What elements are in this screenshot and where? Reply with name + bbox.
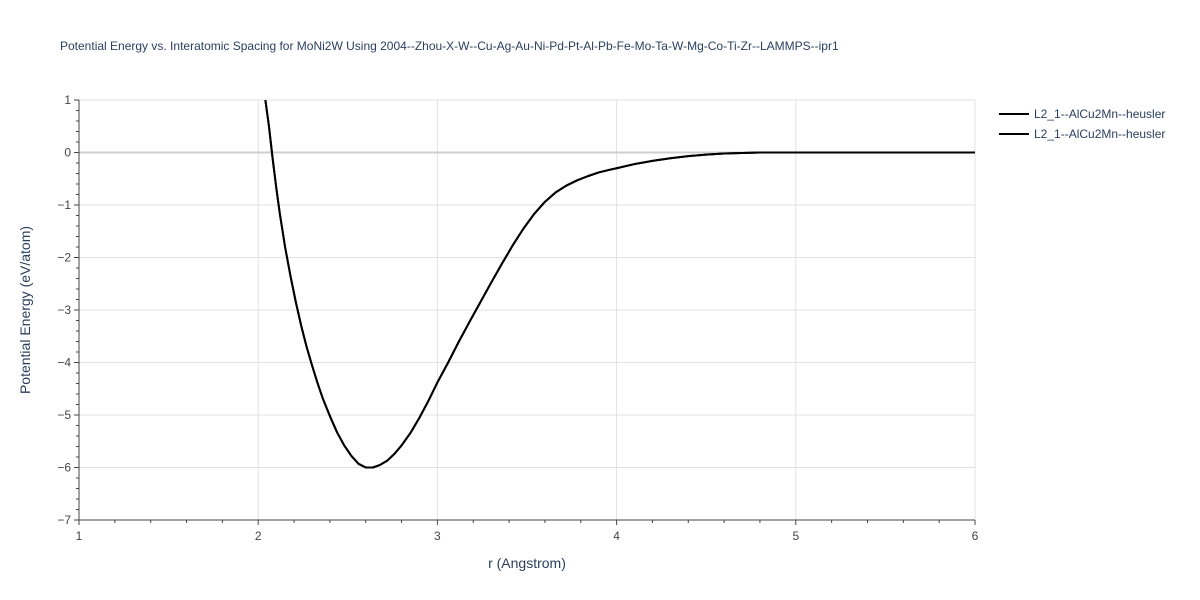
axes-layer <box>74 99 976 525</box>
legend-label-1: L2_1--AlCu2Mn--heusler <box>1034 107 1165 121</box>
y-tick-label: 0 <box>64 146 71 160</box>
y-tick-label: −1 <box>57 198 71 212</box>
y-tick-label: 1 <box>64 93 71 107</box>
series-line-2 <box>264 100 975 469</box>
x-tick-label: 2 <box>255 529 262 543</box>
x-tick-label: 5 <box>792 529 799 543</box>
y-tick-label: −3 <box>57 303 71 317</box>
x-tick-label: 4 <box>613 529 620 543</box>
y-tick-label: −2 <box>57 251 71 265</box>
y-tick-label: −6 <box>57 461 71 475</box>
x-axis-title: r (Angstrom) <box>488 555 566 571</box>
y-axis-title: Potential Energy (eV/atom) <box>17 226 33 394</box>
series-layer <box>264 100 975 469</box>
x-tick-label: 3 <box>434 529 441 543</box>
x-tick-label: 6 <box>972 529 979 543</box>
legend: L2_1--AlCu2Mn--heusler L2_1--AlCu2Mn--heu… <box>999 107 1165 141</box>
chart-title: Potential Energy vs. Interatomic Spacing… <box>60 39 839 53</box>
tick-label-layer: 1 2 3 4 5 6 1 0 −1 −2 −3 −4 −5 −6 −7 <box>57 93 978 543</box>
y-tick-label: −4 <box>57 356 71 370</box>
legend-label-2: L2_1--AlCu2Mn--heusler <box>1034 127 1165 141</box>
y-tick-label: −7 <box>57 513 71 527</box>
y-tick-label: −5 <box>57 408 71 422</box>
grid-layer <box>79 99 976 520</box>
x-tick-label: 1 <box>76 529 83 543</box>
